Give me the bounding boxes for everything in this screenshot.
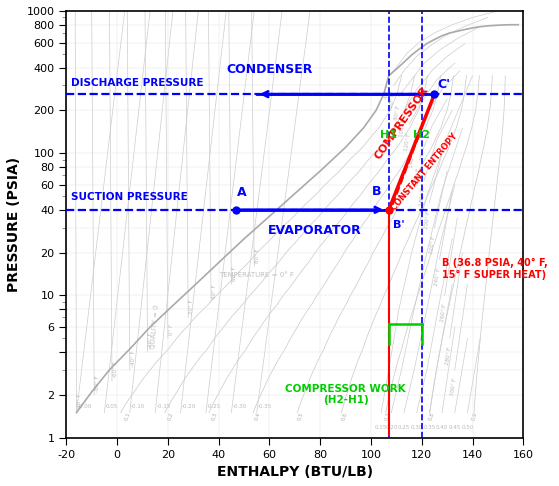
Text: -0.30: -0.30 (233, 404, 247, 409)
Text: -20° F: -20° F (148, 332, 153, 349)
Text: COMPRESSOR: COMPRESSOR (373, 85, 430, 161)
Text: -0.25: -0.25 (207, 404, 221, 409)
Text: 0.30: 0.30 (410, 425, 423, 430)
Text: -0.00: -0.00 (78, 404, 92, 409)
Text: 0.8: 0.8 (428, 412, 435, 421)
Text: 260° F: 260° F (439, 303, 447, 322)
Text: 280° F: 280° F (445, 346, 452, 365)
Text: 0.6: 0.6 (341, 412, 348, 421)
Text: 0.9: 0.9 (471, 412, 479, 421)
Text: 0.20: 0.20 (385, 425, 397, 430)
Text: 80° F: 80° F (394, 104, 401, 120)
Text: 200° F: 200° F (424, 210, 432, 229)
Text: 0.45: 0.45 (449, 425, 461, 430)
Text: 0.1: 0.1 (124, 412, 131, 421)
Text: B: B (372, 185, 381, 197)
Text: H1: H1 (380, 130, 397, 140)
Text: 0.05: 0.05 (106, 404, 118, 409)
Text: 180° F: 180° F (419, 188, 427, 207)
Text: -0.20: -0.20 (182, 404, 196, 409)
Text: 0.50: 0.50 (461, 425, 473, 430)
Text: 100° F: 100° F (399, 118, 406, 137)
Text: EVAPORATOR: EVAPORATOR (268, 224, 362, 237)
Text: A: A (236, 186, 247, 199)
Text: CONDENSER: CONDENSER (226, 63, 312, 76)
Text: 0.15: 0.15 (375, 425, 387, 430)
Text: 60° F: 60° F (232, 266, 237, 281)
Text: 20° F: 20° F (189, 300, 194, 314)
X-axis label: ENTHALPY (BTU/LB): ENTHALPY (BTU/LB) (217, 465, 373, 479)
Text: CONSTANT ENTROPY: CONSTANT ENTROPY (390, 132, 459, 213)
Text: 80° F: 80° F (255, 249, 260, 263)
Text: 0.7: 0.7 (384, 412, 392, 421)
Text: QUALITY = 0: QUALITY = 0 (150, 305, 160, 349)
Text: 40° F: 40° F (384, 84, 391, 99)
Text: -0.35: -0.35 (258, 404, 272, 409)
Text: -0.15: -0.15 (157, 404, 170, 409)
Text: 160° F: 160° F (414, 168, 421, 186)
Text: 300° F: 300° F (450, 378, 457, 397)
Text: DISCHARGE PRESSURE: DISCHARGE PRESSURE (72, 78, 204, 88)
Text: C': C' (437, 78, 450, 91)
Text: 0.5: 0.5 (297, 412, 305, 421)
Text: 220° F: 220° F (429, 236, 437, 254)
Text: SUCTION PRESSURE: SUCTION PRESSURE (72, 191, 188, 202)
Text: 240° F: 240° F (434, 267, 442, 286)
Text: 0.25: 0.25 (398, 425, 410, 430)
Text: 0.35: 0.35 (423, 425, 435, 430)
Y-axis label: PRESSURE (PSIA): PRESSURE (PSIA) (7, 157, 21, 292)
Text: 140° F: 140° F (409, 150, 416, 169)
Text: COMPRESSOR WORK
(H2-H1): COMPRESSOR WORK (H2-H1) (285, 384, 406, 405)
Text: -40° F: -40° F (131, 350, 135, 367)
Text: 0° F: 0° F (169, 324, 174, 335)
Text: -60° F: -60° F (113, 362, 118, 378)
Text: 40° F: 40° F (212, 284, 217, 299)
Text: TEMPERATURE = 0° F: TEMPERATURE = 0° F (219, 272, 294, 278)
Text: 120° F: 120° F (404, 132, 411, 151)
Text: 0.3: 0.3 (211, 412, 218, 421)
Text: 60° F: 60° F (389, 93, 396, 108)
Text: H2: H2 (413, 130, 430, 140)
Text: B': B' (392, 220, 404, 230)
Text: 0.4: 0.4 (254, 412, 262, 421)
Text: -80° F: -80° F (95, 375, 100, 392)
Text: -0.10: -0.10 (131, 404, 145, 409)
Text: -98° F: -98° F (77, 393, 82, 410)
Text: 0.2: 0.2 (167, 412, 175, 421)
Text: B (36.8 PSIA, 40° F,
15° F SUPER HEAT): B (36.8 PSIA, 40° F, 15° F SUPER HEAT) (442, 258, 548, 279)
Text: 0.40: 0.40 (436, 425, 448, 430)
